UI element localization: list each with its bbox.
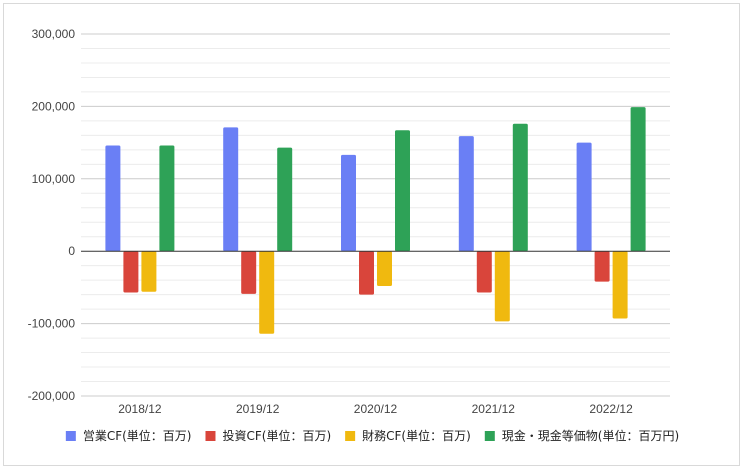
bar — [594, 251, 610, 282]
bar — [612, 251, 628, 319]
bar — [105, 145, 121, 252]
bar — [241, 251, 257, 294]
bar — [395, 130, 410, 252]
chart-frame — [3, 3, 740, 466]
y-tick-label: -200,000 — [28, 389, 76, 403]
grid-lines — [81, 33, 670, 397]
bar — [494, 251, 510, 322]
x-tick-label: 2020/12 — [354, 402, 398, 416]
x-tick-label: 2022/12 — [589, 402, 633, 416]
bar — [141, 251, 157, 292]
bar — [576, 142, 592, 252]
legend: 営業CF(単位：百万) 投資CF(単位：百万) 財務CF(単位：百万) 現金・現金等価… — [65, 428, 679, 443]
bar — [359, 251, 374, 295]
x-tick-label: 2021/12 — [472, 402, 516, 416]
bar — [223, 127, 239, 252]
bar — [259, 251, 275, 334]
bar — [476, 251, 492, 293]
bar — [277, 147, 293, 252]
legend-swatch — [205, 431, 216, 441]
bars — [105, 107, 646, 334]
y-tick-label: 300,000 — [32, 27, 76, 41]
legend-label: 投資CF(単位：百万) — [222, 428, 331, 443]
bar — [630, 107, 646, 252]
x-axis-ticks: 2018/12 2019/12 2020/12 2021/12 2022/12 — [118, 402, 633, 416]
bar — [159, 145, 175, 252]
x-tick-label: 2019/12 — [236, 402, 280, 416]
bar — [341, 154, 356, 252]
legend-label: 営業CF(単位：百万) — [83, 428, 192, 443]
legend-label: 現金・現金等価物(単位：百万円) — [502, 428, 679, 443]
x-tick-label: 2018/12 — [118, 402, 162, 416]
y-tick-label: 0 — [68, 244, 75, 258]
legend-swatch — [484, 431, 495, 441]
y-tick-label: 100,000 — [32, 172, 76, 186]
y-tick-label: -100,000 — [28, 317, 76, 331]
y-axis-ticks: 300,000 200,000 100,000 0 -100,000 -200,000 — [28, 27, 76, 403]
bar — [458, 136, 474, 252]
bar — [377, 251, 392, 286]
bar — [512, 123, 528, 252]
y-tick-label: 200,000 — [32, 99, 76, 113]
legend-swatch — [65, 431, 76, 441]
legend-label: 財務CF(単位：百万) — [362, 428, 471, 443]
bar — [123, 251, 139, 293]
legend-swatch — [345, 431, 356, 441]
